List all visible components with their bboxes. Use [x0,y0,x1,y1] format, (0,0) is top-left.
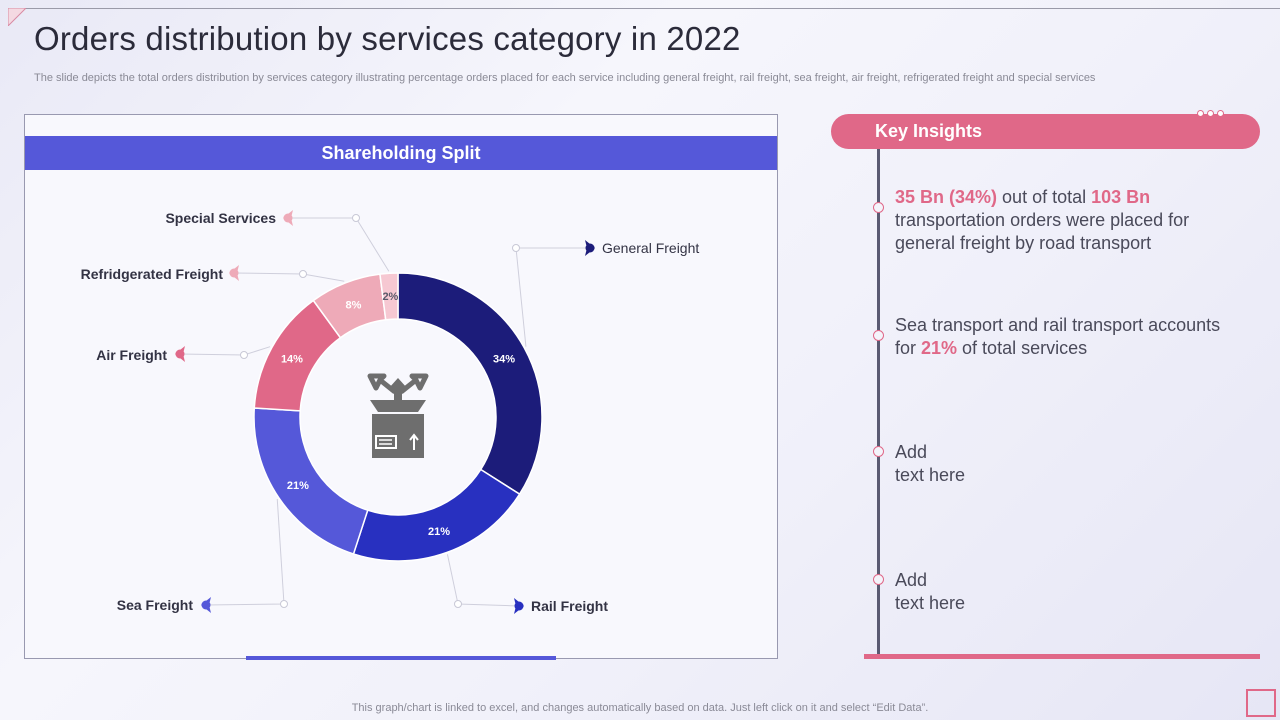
chart-header: Shareholding Split [25,136,777,170]
category-marker-dot [585,243,595,253]
leader-line [288,217,390,272]
insight-3-line-1: Add [895,442,928,462]
slice-percent-label: 21% [287,480,309,492]
insight-1-text: out of total [997,187,1092,207]
insight-3-line-2: text here [895,465,966,485]
corner-triangle-decoration [8,8,26,26]
category-label-general-freight: General Freight [602,240,699,256]
leader-line [446,554,520,607]
insight-2-text-end: of total services [957,338,1088,358]
timeline-base-line [864,654,1260,659]
leader-dot [454,600,462,608]
category-marker-dot [175,349,185,359]
insight-1-text-end: transportation orders were placed for ge… [895,210,1190,253]
slice-percent-label: 34% [493,354,515,366]
leader-dot [280,600,288,608]
page-title: Orders distribution by services category… [34,20,741,57]
top-border-line [8,8,1280,9]
insight-3[interactable]: Add text here [895,441,1235,487]
insight-4-line-2: text here [895,593,966,613]
leader-dot [299,270,307,278]
page-subtitle: The slide depicts the total orders distr… [34,72,1096,84]
slice-percent-label: 21% [428,526,450,538]
leader-line [179,346,271,356]
leader-dot [512,244,520,252]
leader-dot [352,214,360,222]
category-label-refridgerated-freight: Refridgerated Freight [81,266,224,282]
leader-line [515,247,590,347]
category-label-sea-freight: Sea Freight [117,597,194,613]
timeline-dot [873,574,884,585]
insight-1-highlight-total: 103 Bn [1091,187,1151,207]
slice-percent-label: 2% [382,291,398,303]
insight-4-line-1: Add [895,570,928,590]
category-marker-dot [229,268,239,278]
category-label-air-freight: Air Freight [96,347,167,363]
insight-1-highlight-value: 35 Bn (34%) [895,187,998,207]
leader-dot [240,351,248,359]
donut-slice-rail-freight[interactable] [352,468,521,562]
package-distribution-icon [367,373,429,458]
insight-4[interactable]: Add text here [895,569,1235,615]
pill-dots-decoration [1197,110,1224,117]
insight-2-text: Sea transport and rail transport account… [895,315,1221,358]
slice-percent-label: 14% [281,354,303,366]
category-label-special-services: Special Services [165,210,276,226]
timeline-dot [873,446,884,457]
leader-line [205,499,285,606]
corner-box-decoration [1246,689,1276,717]
chart-bottom-accent [246,656,556,660]
slice-percent-label: 8% [346,299,362,311]
key-insights-header: Key Insights [831,110,1260,149]
donut-slice-sea-freight[interactable] [253,407,369,555]
category-label-rail-freight: Rail Freight [531,598,608,614]
insight-1: 35 Bn (34%) out of total 103 Bn transpor… [895,186,1235,255]
donut-slice-special-services[interactable] [379,272,399,321]
key-insights-title: Key Insights [875,121,983,141]
chart-panel: Shareholding Split [24,114,778,659]
timeline-dot [873,330,884,341]
timeline-line [877,149,880,658]
category-marker-dot [201,600,211,610]
timeline-dot [873,202,884,213]
category-marker-dot [514,601,524,611]
insight-2: Sea transport and rail transport account… [895,314,1235,360]
category-marker-dot [283,213,293,223]
insight-2-highlight: 21% [921,338,958,358]
footer-note: This graph/chart is linked to excel, and… [351,702,929,714]
donut-slice-general-freight[interactable] [397,272,543,496]
leader-line [233,272,345,282]
